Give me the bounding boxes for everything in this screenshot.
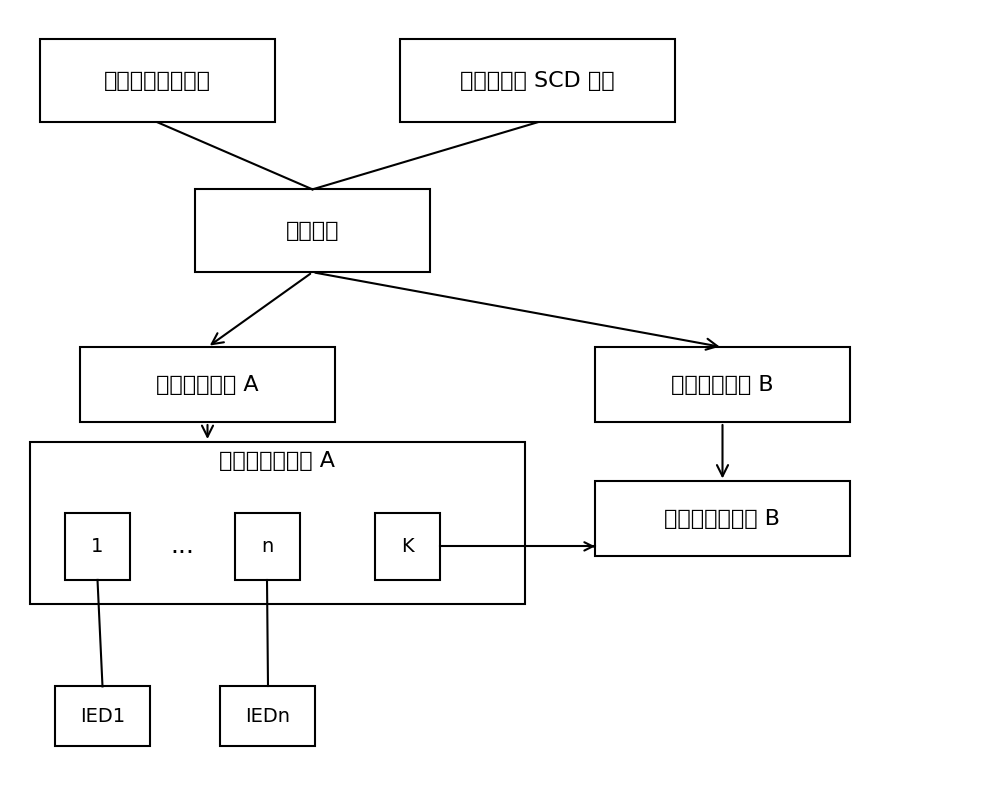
Bar: [400, 39, 675, 122]
Bar: [595, 481, 850, 556]
Text: K: K: [401, 537, 414, 556]
Bar: [65, 513, 130, 580]
Bar: [595, 347, 850, 422]
Text: 数据流控制装置 B: 数据流控制装置 B: [664, 509, 780, 529]
Bar: [195, 189, 430, 272]
Bar: [235, 513, 300, 580]
Text: 1: 1: [91, 537, 104, 556]
Text: 控制模型模板文件: 控制模型模板文件: [104, 71, 211, 91]
Bar: [375, 513, 440, 580]
Text: 工程配置文件 B: 工程配置文件 B: [671, 375, 774, 394]
Text: 数据流控制装置 A: 数据流控制装置 A: [219, 451, 335, 471]
Text: IED1: IED1: [80, 706, 125, 726]
Text: IEDn: IEDn: [245, 706, 290, 726]
Text: n: n: [261, 537, 274, 556]
Text: 工程配置文件 A: 工程配置文件 A: [156, 375, 259, 394]
Text: 配置工具: 配置工具: [286, 221, 339, 241]
Bar: [220, 686, 315, 746]
Text: 智能变电站 SCD 文件: 智能变电站 SCD 文件: [460, 71, 615, 91]
Bar: [55, 686, 150, 746]
Bar: [30, 442, 525, 604]
Bar: [80, 347, 335, 422]
Bar: [40, 39, 275, 122]
Text: ...: ...: [170, 534, 194, 559]
